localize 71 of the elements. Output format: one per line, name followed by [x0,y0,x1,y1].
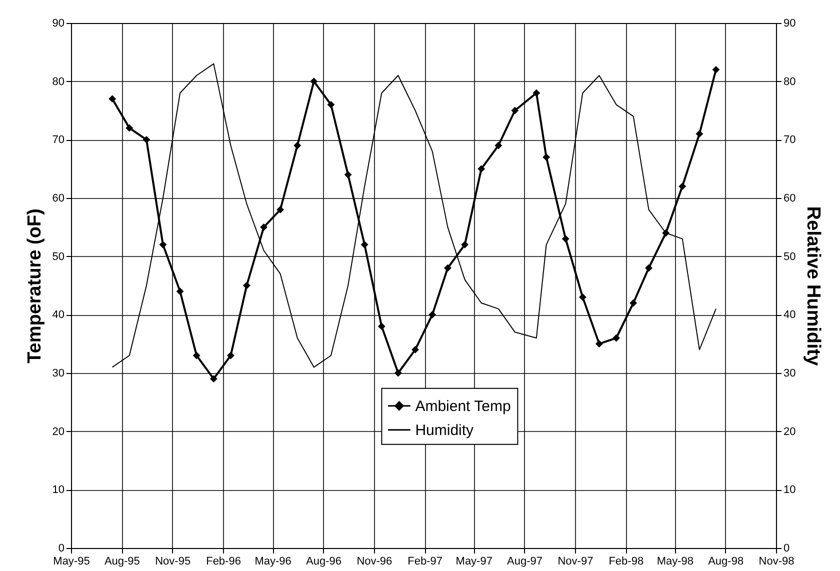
x-tick-label: Nov-98 [758,556,794,568]
y-tick-label: 20 [52,426,64,438]
y2-tick-label: 0 [784,542,790,554]
y2-tick-label: 20 [784,426,796,438]
x-tick-label: Feb-98 [608,556,644,568]
x-tick-label: Feb-97 [408,556,443,568]
x-tick-label: Aug-98 [708,556,744,568]
y2-tick-label: 90 [784,18,796,30]
y2-tick-label: 50 [784,250,796,263]
point [394,369,402,377]
x-tick-label: Nov-96 [356,556,392,568]
x-tick-label: Feb-96 [206,556,241,568]
y2-tick-label: 40 [784,309,796,322]
point [159,240,167,248]
point [542,153,550,161]
y-tick-label: 90 [52,18,64,30]
point [478,165,486,173]
x-tick-label: Nov-95 [155,556,191,568]
y-tick-label: 10 [52,484,64,496]
point [310,78,318,86]
point [360,240,368,248]
point [276,206,284,214]
y2-tick-label: 30 [784,368,796,380]
y-tick-label: 0 [58,542,64,554]
point [294,142,302,150]
y2-tick-label: 80 [784,76,796,88]
point [344,170,352,178]
point [494,142,502,150]
point [630,299,638,307]
y2-tick-label: 70 [784,134,796,146]
y-tick-label: 80 [52,76,64,88]
point [327,100,335,108]
y2-axis-title: Relative Humidity [802,206,824,366]
x-tick-label: Nov-97 [558,556,594,568]
point [242,282,250,290]
point [142,136,150,144]
x-tick-label: Aug-96 [306,556,342,568]
y-tick-label: 50 [52,250,64,263]
point [210,375,218,383]
point [578,293,586,301]
x-tick-label: May-95 [53,556,90,568]
point [260,223,268,231]
y2-tick-label: 10 [784,484,796,496]
point [511,106,519,114]
point [678,182,686,190]
y-tick-label: 70 [52,134,64,146]
point [378,322,386,330]
legend-label: Humidity [415,422,474,439]
point [412,346,419,354]
point [192,352,200,360]
point [428,310,436,318]
x-tick-label: Aug-95 [104,556,140,568]
point [461,240,469,248]
point [532,89,540,97]
point [562,235,570,243]
point [176,288,184,296]
x-tick-label: Aug-97 [507,556,543,568]
x-tick-label: May-98 [656,556,694,568]
y-tick-label: 30 [52,368,64,380]
y-tick-label: 60 [52,192,64,204]
x-tick-label: May-96 [254,556,292,568]
point [595,340,603,348]
y2-tick-label: 60 [784,192,796,204]
y-axis-title: Temperature (oF) [24,208,46,364]
x-tick-label: May-97 [456,556,492,568]
point [696,130,704,138]
y-tick-label: 40 [52,309,64,322]
point [126,124,134,132]
point [712,66,720,74]
legend-label: Ambient Temp [415,398,511,415]
point [108,95,116,103]
